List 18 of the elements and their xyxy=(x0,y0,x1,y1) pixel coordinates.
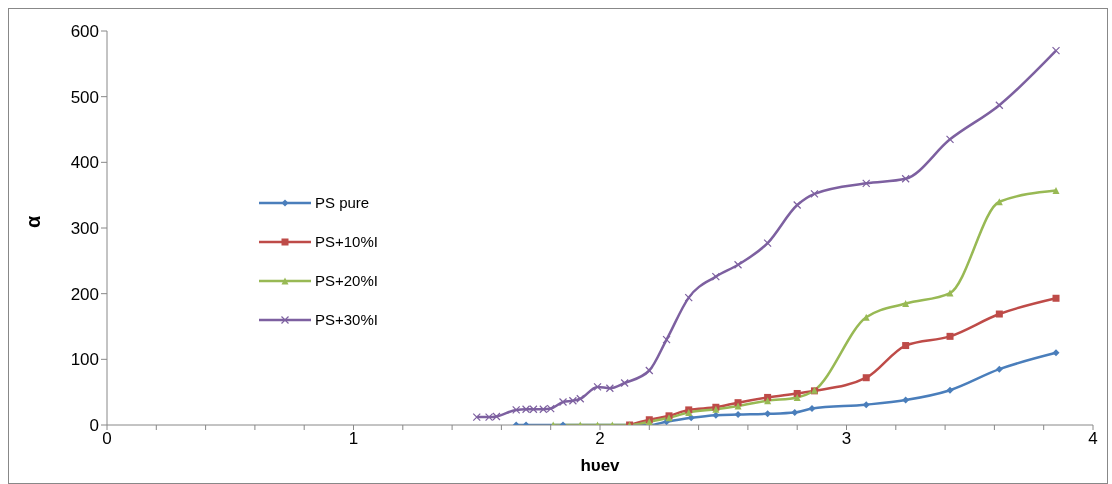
x-tick-label: 2 xyxy=(595,429,605,449)
y-tick-label: 0 xyxy=(89,416,99,436)
legend-label: PS+20%I xyxy=(315,272,378,289)
y-tick-label: 500 xyxy=(70,87,99,107)
y-tick-label: 300 xyxy=(70,219,99,239)
x-tick-label: 4 xyxy=(1088,429,1098,449)
y-tick-label: 100 xyxy=(70,350,99,370)
y-tick-label: 200 xyxy=(70,284,99,304)
legend-label: PS+10%I xyxy=(315,233,378,250)
y-tick-label: 600 xyxy=(70,22,99,42)
legend-label: PS pure xyxy=(315,194,370,211)
x-tick-label: 0 xyxy=(102,429,112,449)
legend-label: PS+30%I xyxy=(315,311,378,328)
y-axis-title: α xyxy=(22,215,45,228)
y-tick-label: 400 xyxy=(70,153,99,173)
x-axis-title: hυev xyxy=(580,456,621,475)
x-tick-label: 1 xyxy=(348,429,359,449)
x-tick-label: 3 xyxy=(841,429,852,449)
